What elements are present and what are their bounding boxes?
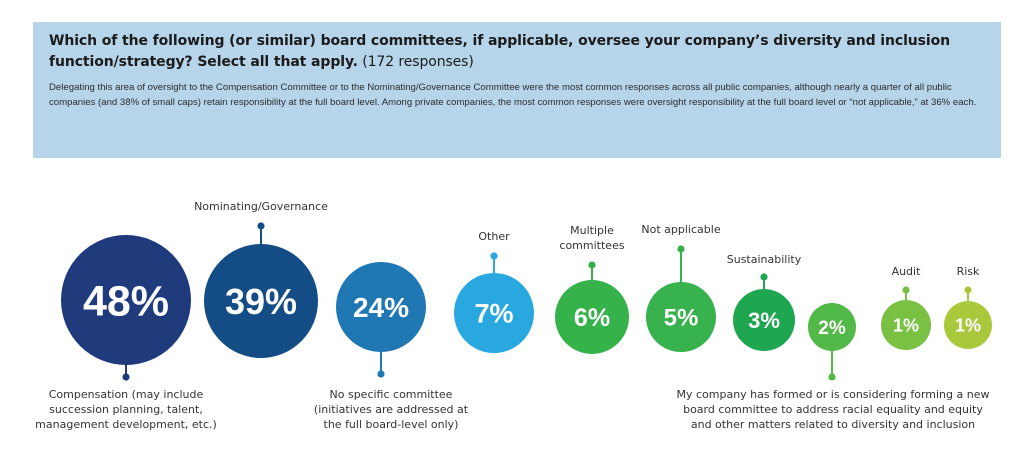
bubble-6-circle [646, 282, 716, 352]
bubble-10-connector-dot [964, 286, 972, 294]
bubble-3-connector-dot [377, 370, 385, 378]
bubble-4-category-label: Other [478, 230, 510, 243]
bubble-5-value-label: 6% [574, 304, 610, 332]
question-description: Delegating this area of oversight to the… [49, 82, 977, 108]
bubble-9-value-label: 1% [893, 315, 919, 335]
bubble-9-circle [881, 300, 931, 350]
bubble-9-category-label: Audit [892, 265, 922, 278]
bubble-1-circle [61, 235, 191, 365]
bubble-1-category-label: Compensation (may include succession plan… [35, 388, 217, 431]
bubble-4-value-label: 7% [474, 299, 513, 329]
bubble-3-value-label: 24% [353, 292, 409, 323]
bubble-2-value-label: 39% [225, 281, 297, 322]
bubble-10-circle [944, 301, 992, 349]
bubble-4-connector-dot [490, 252, 498, 260]
bubble-8-connector-dot [828, 373, 836, 381]
bubble-7-connector-dot [760, 273, 768, 281]
bubble-7-category-label: Sustainability [727, 253, 802, 266]
bubble-5-connector-dot [588, 261, 596, 269]
bubble-7-circle [733, 289, 795, 351]
bubble-5-circle [555, 280, 629, 354]
committee-bubble-chart: 48% Compensation (may include succession p… [35, 200, 992, 431]
bubble-7-value-label: 3% [748, 308, 780, 333]
response-count: (172 responses) [362, 54, 474, 70]
bubble-1-value-label: 48% [83, 277, 169, 325]
bubble-8-circle [808, 303, 856, 351]
bubble-2-category-label: Nominating/Governance [194, 200, 328, 213]
bubble-2-connector-dot [257, 222, 265, 230]
bubble-4-circle [454, 273, 534, 353]
bubble-5-category-label: Multiple committees [559, 224, 624, 252]
bubble-1-connector-dot [122, 373, 130, 381]
bubble-6-connector-dot [677, 245, 685, 253]
bubble-6-category-label: Not applicable [641, 223, 720, 236]
question-title: Which of the following (or similar) boar… [49, 33, 950, 70]
bubble-2-circle [204, 244, 318, 358]
question-text: Which of the following (or similar) boar… [49, 31, 985, 73]
bubble-3-category-label: No specific committee (initiatives are ad… [314, 388, 469, 431]
bubble-10-value-label: 1% [955, 315, 981, 335]
bubble-3-circle [336, 262, 426, 352]
bubble-6-value-label: 5% [664, 305, 699, 332]
bubble-8-value-label: 2% [818, 318, 846, 339]
bubble-10-category-label: Risk [957, 265, 980, 278]
question-header: Which of the following (or similar) boar… [33, 22, 1001, 158]
bubble-9-connector-dot [902, 286, 910, 294]
bubble-8-category-label: My company has formed or is considering … [676, 388, 989, 431]
